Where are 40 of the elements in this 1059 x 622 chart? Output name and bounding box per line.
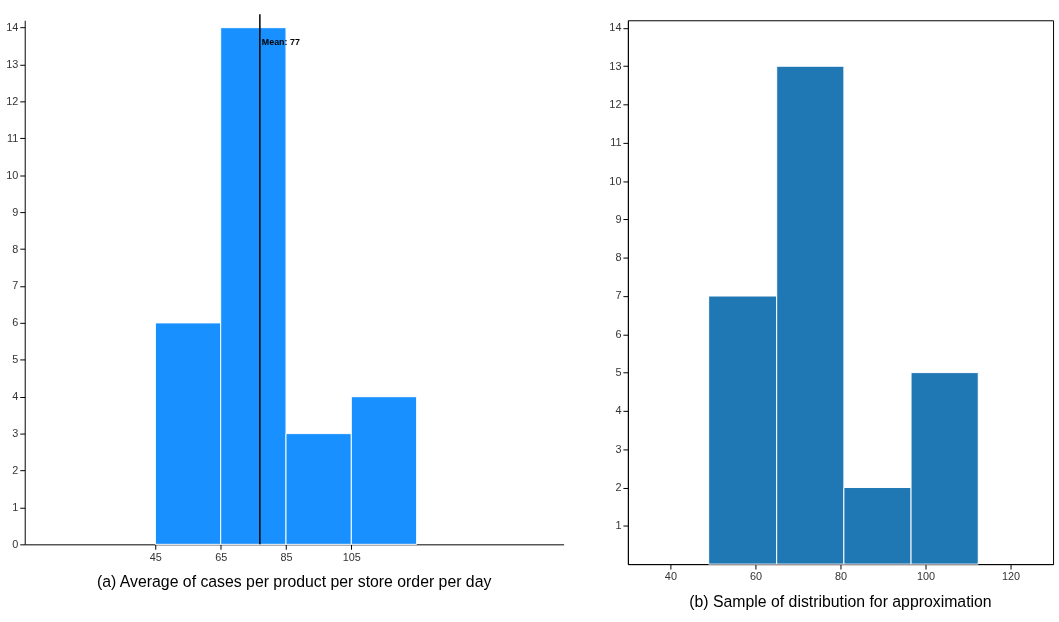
y-tick-label: 2	[615, 480, 622, 493]
y-tick-label: 13	[6, 58, 19, 71]
y-tick-label: 3	[615, 442, 622, 455]
x-tick-label: 120	[1001, 570, 1021, 583]
x-tick-label: 85	[280, 550, 293, 563]
y-tick-label: 10	[6, 168, 19, 181]
y-tick-label: 11	[610, 136, 622, 149]
x-tick-label: 100	[916, 570, 936, 583]
y-tick-label: 8	[12, 242, 19, 255]
y-tick-label: 10	[609, 174, 622, 187]
y-tick-label: 1	[12, 500, 19, 513]
y-tick-label: 9	[12, 205, 19, 218]
y-tick-label: 9	[615, 212, 622, 225]
x-tick-label: 45	[149, 550, 162, 563]
y-tick-label: 1	[615, 519, 622, 532]
y-tick-label: 4	[12, 390, 19, 403]
x-tick-label: 105	[342, 550, 361, 563]
y-tick-label: 13	[609, 59, 622, 72]
y-tick-label: 7	[12, 279, 19, 292]
y-tick-label: 12	[609, 97, 622, 110]
y-tick-label: 5	[615, 366, 622, 379]
x-tick-label: 60	[749, 570, 762, 583]
x-tick-label: 40	[664, 570, 677, 583]
y-tick-label: 7	[615, 289, 622, 302]
y-tick-label: 0	[12, 537, 19, 550]
y-tick-label: 14	[6, 21, 19, 34]
y-tick-label: 5	[12, 353, 19, 366]
y-tick-label: 6	[615, 327, 622, 340]
y-tick-label: 6	[12, 316, 19, 329]
y-tick-label: 4	[615, 404, 622, 417]
text: (b) Sample of distribution for approximation	[689, 592, 992, 610]
y-tick-label: 11	[7, 131, 19, 144]
y-tick-label: 14	[609, 21, 622, 34]
y-tick-label: 3	[12, 427, 19, 440]
y-tick-label: 8	[615, 251, 622, 264]
y-tick-label: 12	[6, 94, 19, 107]
x-tick-label: 65	[215, 550, 228, 563]
y-tick-label: 2	[12, 463, 19, 476]
text: (a) Average of cases per product per store order per day	[96, 572, 492, 590]
x-tick-label: 80	[834, 570, 848, 583]
